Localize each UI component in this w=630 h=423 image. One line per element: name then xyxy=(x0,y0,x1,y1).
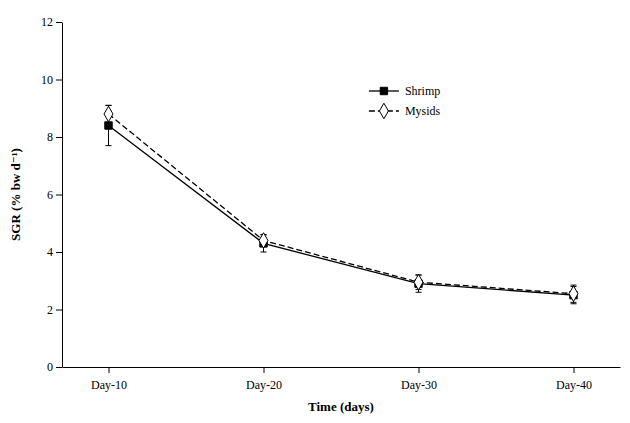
chart: 0 2 4 6 8 10 12 Day-10 Day-20 Day-30 Day-40 Shrimp M… xyxy=(0,0,630,423)
legend-marker xyxy=(380,87,387,94)
point xyxy=(569,286,578,302)
y-tick-label: 12 xyxy=(41,15,53,29)
legend-item: Mysids xyxy=(369,103,441,119)
y-tick: 2 xyxy=(47,303,62,317)
y-tick-mark xyxy=(56,310,62,311)
x-axis-title: Time (days) xyxy=(308,399,374,414)
x-tick-label: Day-30 xyxy=(401,378,437,392)
legend: Shrimp Mysids xyxy=(369,84,441,119)
y-axis: 0 2 4 6 8 10 12 xyxy=(41,15,63,374)
series xyxy=(104,105,578,302)
series-line xyxy=(109,114,574,294)
y-tick-mark xyxy=(56,22,62,23)
y-tick: 0 xyxy=(47,360,62,374)
y-tick-label: 0 xyxy=(47,360,53,374)
x-tick: Day-40 xyxy=(556,367,592,392)
point xyxy=(104,106,113,122)
point xyxy=(414,274,423,290)
x-tick: Day-20 xyxy=(246,367,282,392)
y-tick-mark xyxy=(56,252,62,253)
x-axis: Day-10 Day-20 Day-30 Day-40 xyxy=(63,367,621,392)
x-tick-mark xyxy=(109,367,110,373)
legend-item: Shrimp xyxy=(369,84,440,98)
x-axis-line xyxy=(63,367,621,368)
y-tick-mark xyxy=(56,137,62,138)
x-tick-mark xyxy=(419,367,420,373)
series xyxy=(105,105,577,303)
series-line xyxy=(109,126,574,296)
point xyxy=(259,233,268,249)
legend-label: Shrimp xyxy=(405,84,440,98)
y-tick-label: 4 xyxy=(47,245,53,259)
y-tick: 6 xyxy=(47,188,62,202)
y-tick-mark xyxy=(56,367,62,368)
x-tick-mark xyxy=(574,367,575,373)
plot: 0 2 4 6 8 10 12 Day-10 Day-20 Day-30 Day-40 Shrimp M… xyxy=(41,15,621,392)
y-tick-label: 10 xyxy=(41,73,53,87)
y-tick-mark xyxy=(56,80,62,81)
y-axis-line xyxy=(62,23,63,368)
legend-label: Mysids xyxy=(405,104,441,118)
x-tick-label: Day-10 xyxy=(91,378,127,392)
y-tick: 8 xyxy=(47,130,62,144)
y-axis-title: SGR (% bw d⁻¹) xyxy=(8,148,23,241)
x-tick: Day-10 xyxy=(91,367,127,392)
y-tick-mark xyxy=(56,195,62,196)
x-tick-label: Day-20 xyxy=(246,378,282,392)
legend-marker xyxy=(379,103,388,119)
y-tick: 10 xyxy=(41,73,62,87)
x-tick-label: Day-40 xyxy=(556,378,592,392)
marks xyxy=(104,105,578,303)
x-tick-mark xyxy=(264,367,265,373)
x-tick: Day-30 xyxy=(401,367,437,392)
y-tick: 12 xyxy=(41,15,62,29)
y-tick-label: 8 xyxy=(47,130,53,144)
y-tick: 4 xyxy=(47,245,62,259)
y-tick-label: 2 xyxy=(47,303,53,317)
y-tick-label: 6 xyxy=(47,188,53,202)
